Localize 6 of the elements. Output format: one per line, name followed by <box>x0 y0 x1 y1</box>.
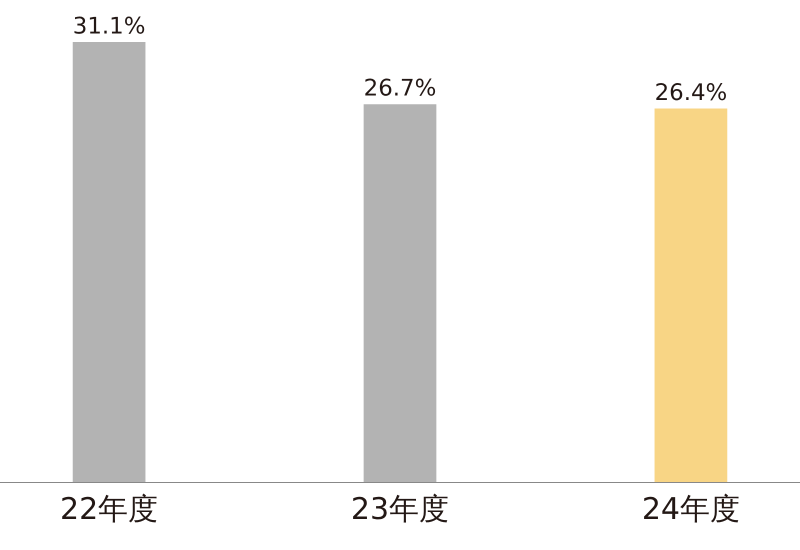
x-tick-label: 22年度 <box>60 492 158 527</box>
x-tick-label: 24年度 <box>642 492 740 527</box>
data-label: 31.1% <box>72 13 146 40</box>
data-label: 26.7% <box>364 76 436 102</box>
data-label: 26.4% <box>654 80 728 106</box>
x-tick-label: 23年度 <box>350 492 450 527</box>
